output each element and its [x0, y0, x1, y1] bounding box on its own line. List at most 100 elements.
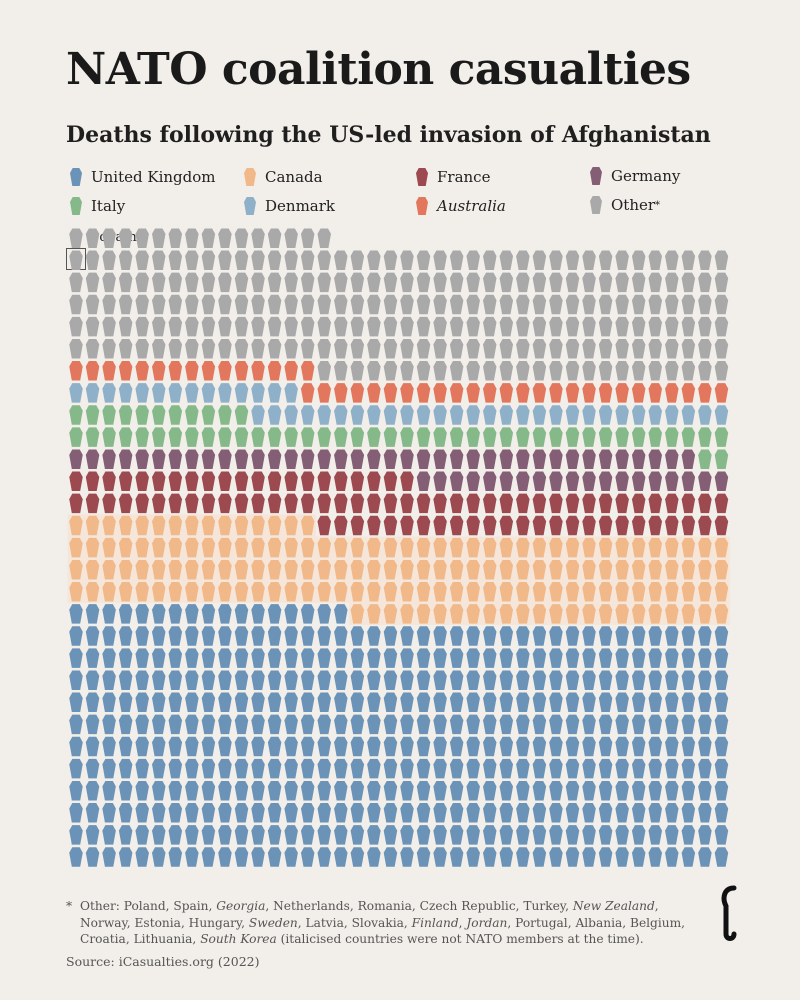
coffin-mark-uk: [383, 825, 398, 845]
coffin-mark-france: [615, 493, 629, 514]
coffin-mark-uk: [201, 670, 216, 690]
coffin-mark-germany: [681, 471, 696, 492]
coffin-mark-other: [433, 294, 447, 315]
coffin-mark-other: [185, 250, 199, 271]
coffin-mark-other: [681, 316, 696, 337]
coffin-mark-uk: [416, 758, 431, 779]
coffin-mark-uk: [532, 803, 547, 823]
coffin-mark-uk: [615, 758, 629, 779]
coffin-mark-italy: [383, 427, 398, 447]
coffin-mark-canada: [284, 515, 298, 536]
coffin-mark-canada: [350, 559, 365, 580]
coffin-mark-other: [234, 294, 249, 315]
coffin-mark-other: [234, 228, 249, 248]
coffin-mark-canada: [85, 537, 100, 558]
coffin-mark-uk: [69, 714, 83, 735]
coffin-mark-canada: [516, 559, 530, 580]
coffin-mark-uk: [648, 825, 662, 845]
icasualties-logo-icon: [721, 885, 737, 941]
coffin-mark-uk: [135, 847, 149, 867]
coffin-mark-canada: [483, 582, 497, 602]
coffin-mark-other: [383, 250, 398, 271]
coffin-mark-australia: [516, 383, 530, 403]
coffin-mark-other: [416, 294, 431, 315]
coffin-mark-france: [201, 493, 216, 514]
coffin-mark-france: [300, 471, 315, 492]
coffin-mark-uk: [549, 825, 563, 845]
coffin-mark-canada: [185, 582, 199, 602]
coffin-mark-uk: [648, 692, 662, 713]
coffin-mark-uk: [267, 736, 282, 757]
coffin-mark-canada: [615, 582, 629, 602]
coffin-mark-uk: [665, 648, 679, 668]
coffin-mark-uk: [350, 736, 365, 757]
coffin-mark-uk: [334, 714, 348, 735]
coffin-mark-other: [317, 294, 331, 315]
coffin-mark-other: [665, 294, 679, 315]
coffin-mark-uk: [118, 803, 133, 823]
legend-swatch-australia: [416, 197, 428, 215]
coffin-mark-uk: [698, 736, 712, 757]
coffin-mark-uk: [267, 803, 282, 823]
coffin-mark-other: [367, 294, 381, 315]
coffin-mark-uk: [499, 736, 514, 757]
coffin-mark-other: [433, 316, 447, 337]
coffin-mark-canada: [499, 559, 514, 580]
coffin-mark-france: [267, 493, 282, 514]
coffin-mark-canada: [284, 582, 298, 602]
coffin-mark-uk: [483, 670, 497, 690]
coffin-mark-other: [449, 294, 464, 315]
coffin-mark-uk: [698, 803, 712, 823]
coffin-mark-italy: [168, 427, 183, 447]
coffin-mark-france: [168, 471, 183, 492]
legend-item-germany: Germany: [590, 167, 680, 185]
coffin-mark-france: [449, 515, 464, 536]
coffin-mark-uk: [582, 648, 596, 668]
coffin-mark-uk: [499, 825, 514, 845]
coffin-mark-other: [300, 228, 315, 248]
coffin-mark-uk: [714, 736, 729, 757]
coffin-mark-other: [152, 228, 166, 248]
coffin-mark-uk: [449, 847, 464, 867]
coffin-mark-uk: [234, 714, 249, 735]
coffin-mark-uk: [118, 847, 133, 867]
coffin-mark-denmark: [300, 405, 315, 425]
coffin-mark-germany: [466, 449, 480, 469]
coffin-mark-canada: [483, 559, 497, 580]
coffin-mark-canada: [615, 604, 629, 624]
coffin-mark-denmark: [367, 405, 381, 425]
coffin-mark-uk: [102, 648, 116, 668]
coffin-mark-canada: [433, 604, 447, 624]
coffin-mark-uk: [565, 780, 580, 801]
coffin-mark-uk: [483, 714, 497, 735]
legend-swatch-italy: [70, 197, 82, 215]
coffin-mark-uk: [665, 670, 679, 690]
coffin-mark-france: [152, 493, 166, 514]
coffin-mark-uk: [350, 714, 365, 735]
coffin-mark-uk: [350, 803, 365, 823]
coffin-mark-france: [85, 471, 100, 492]
coffin-mark-germany: [416, 449, 431, 469]
coffin-mark-canada: [665, 582, 679, 602]
coffin-mark-canada: [549, 537, 563, 558]
coffin-mark-uk: [334, 626, 348, 646]
coffin-mark-other: [449, 272, 464, 293]
coffin-mark-france: [85, 493, 100, 514]
coffin-mark-uk: [565, 825, 580, 845]
footnote-text-part: , Latvia, Slovakia,: [297, 915, 412, 930]
coffin-mark-uk: [69, 847, 83, 867]
coffin-mark-canada: [499, 582, 514, 602]
coffin-mark-uk: [449, 648, 464, 668]
coffin-mark-other: [102, 338, 116, 359]
coffin-mark-other: [69, 294, 83, 315]
coffin-mark-uk: [234, 604, 249, 624]
coffin-mark-uk: [251, 626, 265, 646]
coffin-mark-uk: [102, 626, 116, 646]
coffin-mark-germany: [383, 449, 398, 469]
coffin-mark-uk: [483, 648, 497, 668]
coffin-mark-canada: [549, 604, 563, 624]
coffin-mark-germany: [516, 471, 530, 492]
coffin-mark-uk: [234, 626, 249, 646]
legend-item-other: Other *: [590, 196, 660, 214]
coffin-mark-other: [251, 294, 265, 315]
